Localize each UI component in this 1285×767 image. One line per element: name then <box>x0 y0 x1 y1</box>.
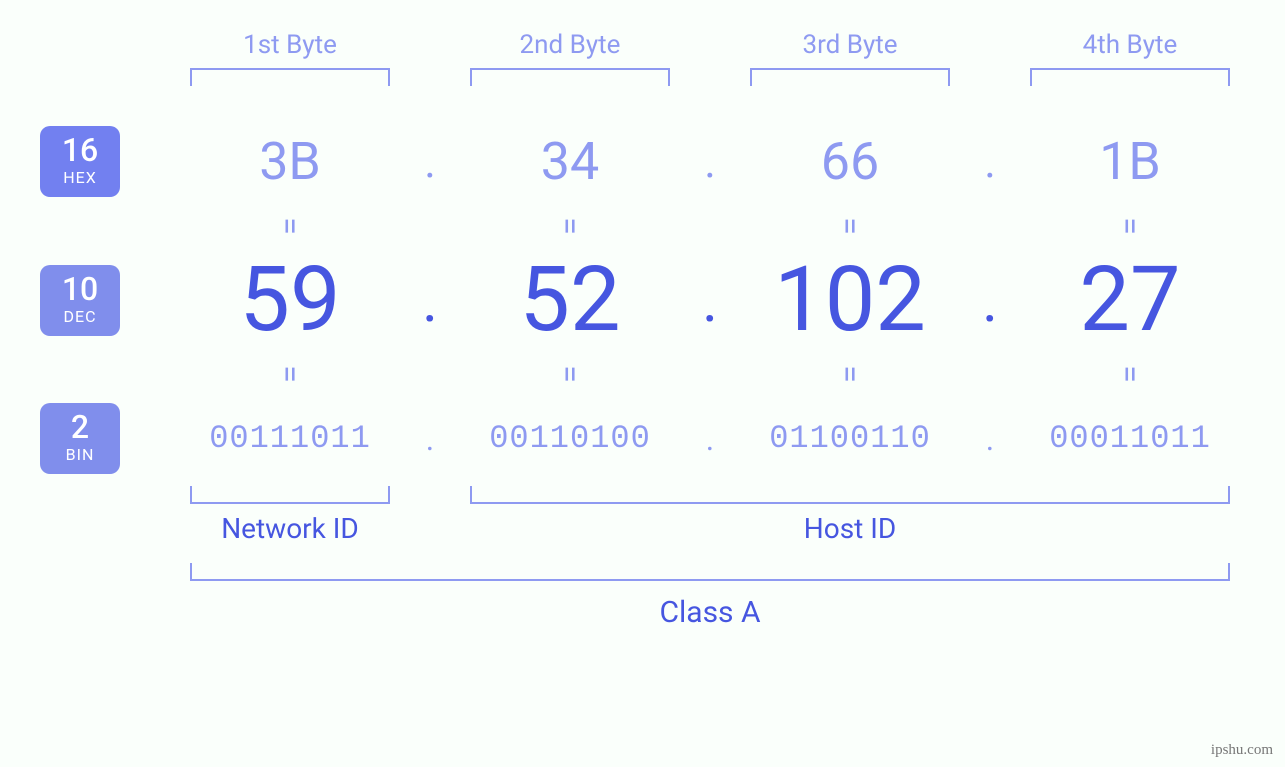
badge-label: DEC <box>40 307 120 326</box>
equals-icon: = <box>831 217 869 235</box>
nethost-label-row: Network ID Host ID <box>40 512 1240 545</box>
byte-header-row: 1st Byte 2nd Byte 3rd Byte 4th Byte <box>40 30 1240 60</box>
watermark: ipshu.com <box>1211 742 1273 759</box>
badge-label: HEX <box>40 168 120 187</box>
class-label-row: Class A <box>40 595 1240 630</box>
dec-row: 10 DEC 59 . 52 . 102 . 27 <box>40 255 1240 345</box>
equals-row-1: = = = = <box>40 207 1240 245</box>
badge-num: 16 <box>40 134 120 166</box>
host-id-label: Host ID <box>460 512 1240 545</box>
nethost-bracket-row <box>40 486 1240 512</box>
bin-byte-4: 00011011 <box>1020 420 1240 457</box>
badge-label: BIN <box>40 445 120 464</box>
byte-bracket-row <box>40 60 1240 86</box>
bracket-top-icon <box>190 68 390 86</box>
bracket-top-icon <box>1030 68 1230 86</box>
equals-row-2: = = = = <box>40 355 1240 393</box>
dec-byte-4: 27 <box>1020 255 1240 345</box>
dot-icon: . <box>400 265 460 336</box>
bin-byte-2: 00110100 <box>460 420 680 457</box>
equals-icon: = <box>1111 217 1149 235</box>
dot-icon: . <box>400 136 460 188</box>
dot-icon: . <box>960 136 1020 188</box>
equals-icon: = <box>831 365 869 383</box>
bin-badge: 2 BIN <box>40 403 120 474</box>
dot-icon: . <box>960 265 1020 336</box>
class-label: Class A <box>180 595 1240 630</box>
class-bracket-row <box>40 563 1240 589</box>
bracket-top-icon <box>470 68 670 86</box>
byte-header-3: 3rd Byte <box>740 30 960 60</box>
bracket-bottom-icon <box>190 563 1230 581</box>
bracket-bottom-icon <box>190 486 390 504</box>
hex-byte-2: 34 <box>460 131 680 192</box>
byte-header-4: 4th Byte <box>1020 30 1240 60</box>
equals-icon: = <box>271 217 309 235</box>
hex-byte-4: 1B <box>1020 131 1240 192</box>
bracket-bottom-icon <box>470 486 1230 504</box>
dot-icon: . <box>680 265 740 336</box>
dot-icon: . <box>680 136 740 188</box>
dot-icon: . <box>960 420 1020 458</box>
dec-byte-2: 52 <box>460 255 680 345</box>
network-id-label: Network ID <box>180 512 400 545</box>
hex-row: 16 HEX 3B . 34 . 66 . 1B <box>40 126 1240 197</box>
hex-badge: 16 HEX <box>40 126 120 197</box>
equals-icon: = <box>1111 365 1149 383</box>
equals-icon: = <box>551 365 589 383</box>
equals-icon: = <box>271 365 309 383</box>
byte-header-1: 1st Byte <box>180 30 400 60</box>
equals-icon: = <box>551 217 589 235</box>
dot-icon: . <box>400 420 460 458</box>
ip-diagram: 1st Byte 2nd Byte 3rd Byte 4th Byte 16 H… <box>40 30 1240 630</box>
hex-byte-1: 3B <box>180 131 400 192</box>
badge-num: 2 <box>40 411 120 443</box>
dot-icon: . <box>680 420 740 458</box>
dec-badge: 10 DEC <box>40 265 120 336</box>
hex-byte-3: 66 <box>740 131 960 192</box>
bracket-top-icon <box>750 68 950 86</box>
byte-header-2: 2nd Byte <box>460 30 680 60</box>
badge-num: 10 <box>40 273 120 305</box>
bin-row: 2 BIN 00111011 . 00110100 . 01100110 . 0… <box>40 403 1240 474</box>
bin-byte-1: 00111011 <box>180 420 400 457</box>
dec-byte-1: 59 <box>180 255 400 345</box>
bin-byte-3: 01100110 <box>740 420 960 457</box>
dec-byte-3: 102 <box>740 255 960 345</box>
